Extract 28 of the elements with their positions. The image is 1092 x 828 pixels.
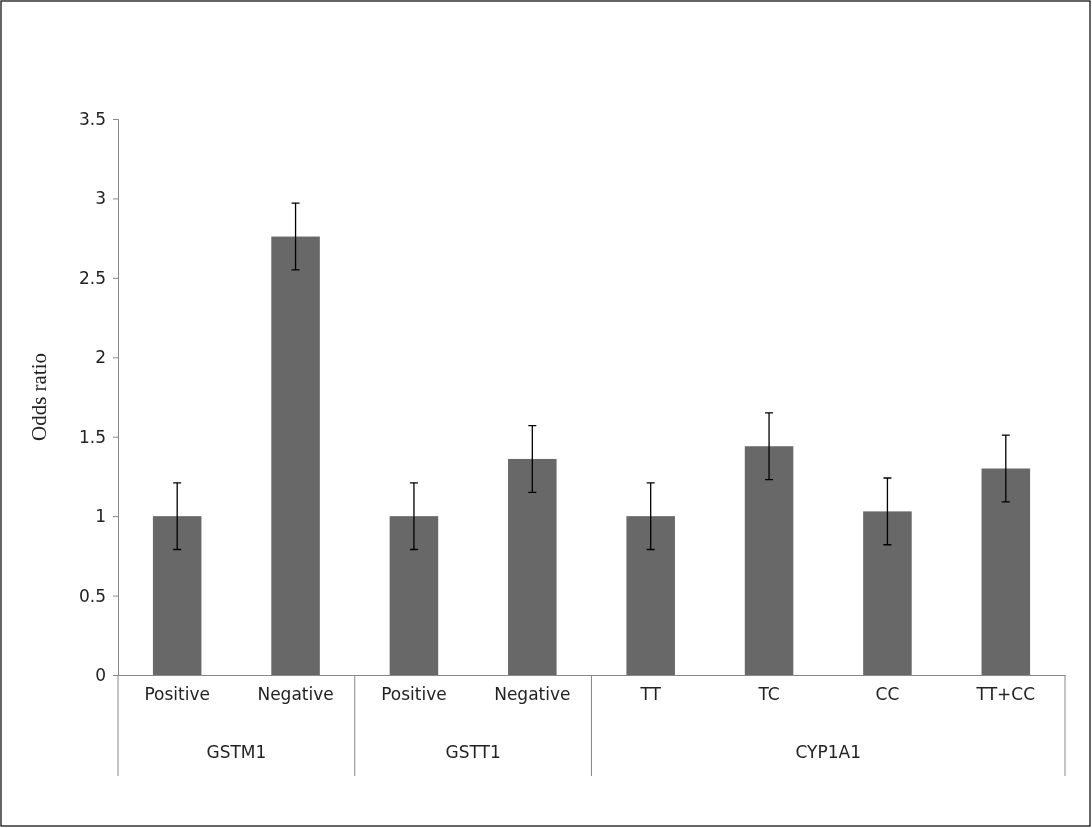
x-tick-label: TT+CC [975,684,1036,704]
y-tick-label: 1 [95,506,106,527]
x-tick-label: Negative [494,684,571,704]
x-tick-label: CC [875,684,900,704]
bar [863,511,912,675]
bar [389,516,439,675]
x-tick-label: TT [639,684,662,704]
y-tick-label: 3 [95,188,106,209]
bar [508,458,557,675]
y-tick-label: 1.5 [78,426,106,447]
x-tick-label: TC [757,684,780,704]
text: GSTT1 [445,742,501,762]
text: CYP1A1 [795,742,861,762]
y-tick-label: 3.5 [78,108,106,129]
bar [152,516,202,675]
text: GSTM1 [206,742,267,762]
bar [744,446,794,675]
y-tick-label: 0.5 [78,585,106,606]
x-tick-label: Positive [144,684,210,704]
bar [626,516,675,675]
y-tick-label: 2.5 [78,267,106,288]
x-tick-label: Negative [257,684,334,704]
y-axis-title: Odds ratio [27,352,51,442]
bar [271,236,320,675]
y-tick-label: 0 [95,664,106,685]
x-tick-label: Positive [381,684,447,704]
bar [981,468,1031,675]
y-tick-label: 2 [95,347,106,368]
